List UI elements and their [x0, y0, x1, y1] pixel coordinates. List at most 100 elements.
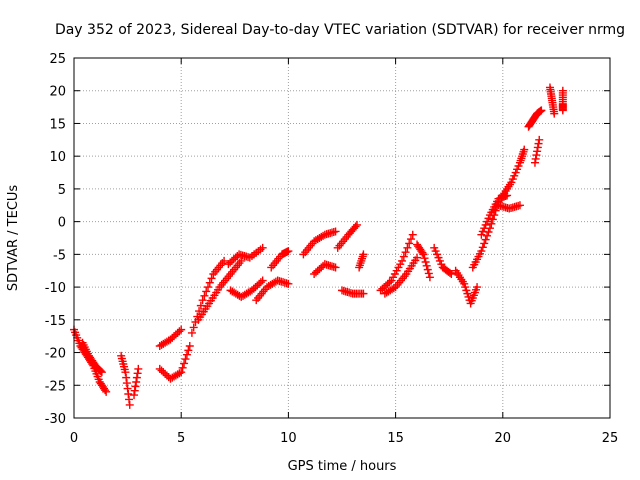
series-arc-18	[376, 230, 417, 295]
data-point	[537, 106, 546, 115]
data-point	[530, 158, 539, 167]
data-point	[424, 269, 433, 278]
data-point	[447, 270, 456, 278]
data-point	[97, 368, 106, 377]
series-arc-5	[155, 325, 186, 350]
series-arc-29	[545, 83, 559, 118]
data-point	[413, 253, 422, 262]
data-point	[175, 327, 184, 336]
x-tick-label: 25	[602, 431, 619, 446]
y-tick-label: 20	[49, 85, 66, 100]
data-point	[353, 220, 362, 229]
data-point	[132, 378, 141, 386]
series-arc-17	[355, 250, 368, 272]
data-point	[419, 250, 428, 259]
data-point	[399, 252, 408, 261]
series-arc-21	[430, 243, 456, 278]
data-point	[202, 287, 211, 296]
data-point	[258, 276, 267, 285]
data-point	[133, 369, 142, 378]
data-point	[481, 235, 490, 244]
series-arc-15	[333, 220, 362, 252]
data-point	[550, 109, 559, 118]
data-point	[189, 323, 198, 332]
series-arc-9	[224, 243, 267, 269]
data-point	[125, 400, 134, 409]
data-point	[359, 289, 368, 298]
series-arc-7	[187, 256, 229, 337]
data-point	[256, 278, 265, 287]
data-point	[534, 139, 543, 148]
y-tick-label: 5	[58, 183, 66, 198]
data-point	[121, 368, 130, 377]
data-point	[130, 386, 139, 395]
y-tick-label: -20	[45, 347, 66, 362]
x-tick-label: 15	[387, 431, 404, 446]
data-point	[205, 278, 214, 287]
y-tick-label: -10	[45, 281, 66, 296]
y-axis-label: SDTVAR / TECUs	[6, 185, 21, 292]
data-point	[177, 368, 186, 377]
series-arc-24	[477, 191, 512, 239]
data-point	[445, 268, 454, 277]
data-point	[408, 230, 417, 239]
x-tick-label: 0	[70, 431, 78, 446]
data-point	[401, 248, 410, 257]
data-point	[331, 227, 340, 236]
data-point	[533, 147, 542, 156]
data-point	[132, 373, 141, 382]
data-point	[181, 355, 190, 364]
data-point	[423, 265, 432, 274]
y-axis: 25 20 15 10 5 0 -5 -10 -15 -20 -25 -30	[45, 52, 610, 427]
data-point	[187, 328, 196, 337]
chart-title: Day 352 of 2023, Sidereal Day-to-day VTE…	[55, 22, 625, 38]
data-point	[535, 135, 544, 144]
series-arc-27	[524, 106, 546, 131]
data-point	[483, 231, 492, 240]
series-arc-11	[252, 276, 293, 305]
y-tick-label: -15	[45, 314, 66, 329]
y-tick-label: 25	[49, 52, 66, 67]
data-point	[130, 391, 139, 400]
data-point	[420, 254, 429, 263]
y-tick-label: 0	[58, 216, 66, 231]
grid-lines	[74, 58, 610, 418]
y-tick-label: 15	[49, 117, 66, 132]
plot-frame	[73, 57, 611, 419]
data-point	[131, 382, 140, 391]
y-tick-label: -25	[45, 379, 66, 394]
data-point	[284, 247, 293, 256]
data-point	[284, 279, 293, 288]
series-arc-8	[194, 256, 246, 324]
data-point	[178, 363, 187, 372]
series-arc-16	[338, 286, 368, 298]
data-point	[198, 296, 207, 305]
data-point	[185, 342, 194, 350]
data-point	[124, 390, 133, 398]
data-point	[184, 346, 193, 355]
x-tick-label: 5	[177, 431, 185, 446]
data-point	[319, 231, 328, 240]
data-point	[125, 395, 134, 404]
data-point	[177, 325, 186, 334]
series-arc-19	[380, 253, 422, 298]
data-point	[102, 387, 111, 396]
x-axis: 0 5 10 15 20 25	[70, 58, 618, 446]
y-tick-label: -5	[53, 248, 66, 263]
data-point	[331, 263, 340, 272]
data-point	[122, 379, 131, 388]
data-point	[425, 273, 434, 282]
data-point	[182, 350, 191, 359]
data-point	[520, 145, 529, 154]
series-arc-20	[413, 240, 434, 282]
data-point	[473, 283, 482, 292]
data-point	[403, 243, 412, 252]
series-arc-22	[451, 266, 482, 308]
data-point	[134, 364, 143, 373]
data-point	[123, 384, 132, 393]
y-tick-label: 10	[49, 150, 66, 165]
data-point	[532, 151, 541, 160]
series-arc-3	[117, 351, 134, 409]
series-arc-2	[78, 338, 106, 377]
